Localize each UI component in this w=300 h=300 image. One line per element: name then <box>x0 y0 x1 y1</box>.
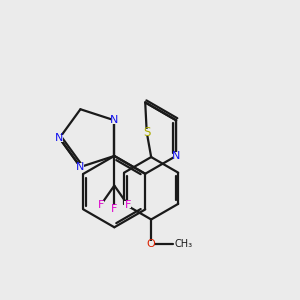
Text: N: N <box>55 133 64 143</box>
Text: N: N <box>172 151 180 161</box>
Bar <box>173 152 179 160</box>
Bar <box>143 128 150 136</box>
Bar <box>111 117 118 124</box>
Text: O: O <box>147 239 155 249</box>
Bar <box>98 201 104 208</box>
Text: S: S <box>143 126 150 139</box>
Text: N: N <box>110 115 118 125</box>
Text: F: F <box>124 200 131 210</box>
Text: F: F <box>111 204 118 214</box>
Text: F: F <box>98 200 104 210</box>
Bar <box>56 134 63 142</box>
Bar <box>77 164 84 170</box>
Text: CH₃: CH₃ <box>175 239 193 249</box>
Text: N: N <box>76 162 85 172</box>
Bar <box>148 241 154 248</box>
Bar <box>111 206 118 213</box>
Bar <box>124 201 131 208</box>
